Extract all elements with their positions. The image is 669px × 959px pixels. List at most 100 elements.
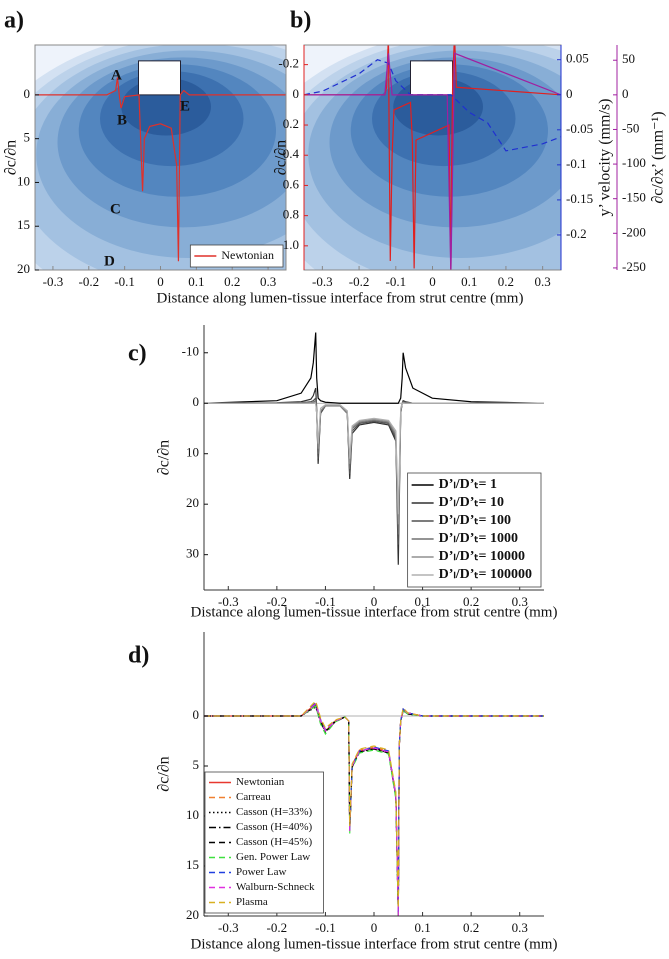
- panel-label: c): [128, 341, 147, 367]
- legend-label: Casson (H=40%): [236, 821, 313, 833]
- legend: Newtonian: [189, 244, 284, 268]
- x-tick-label: -0.3: [312, 274, 333, 289]
- x-tick-label: 0.3: [512, 594, 528, 609]
- legend-label: Casson (H=33%): [236, 806, 313, 818]
- data-line: [304, 45, 561, 270]
- y-tick-label: 20: [17, 261, 30, 276]
- y3-tick-label: -50: [622, 120, 639, 135]
- y3-axis-label: ∂c/∂x’ (mm⁻¹): [650, 111, 667, 203]
- x-tick-label: -0.1: [315, 920, 336, 935]
- x-tick-label: 0.3: [535, 274, 551, 289]
- data-line: [204, 332, 544, 404]
- y-axis-label: ∂c/∂n: [3, 140, 20, 175]
- x-tick-label: 0.2: [224, 274, 240, 289]
- y-axis-label: ∂c/∂n: [156, 440, 173, 475]
- data-line: [35, 77, 286, 262]
- y-tick-label: 20: [186, 495, 199, 510]
- y-tick-label: 0: [193, 394, 200, 409]
- x-tick-label: 0: [429, 274, 436, 289]
- y3-tick-label: -250: [622, 259, 646, 274]
- legend-box: [204, 771, 324, 914]
- data-line: [204, 699, 544, 909]
- legend-label: Gen. Power Law: [236, 851, 310, 863]
- point-annotation: A: [111, 67, 122, 83]
- y-tick-label: 20: [186, 907, 199, 922]
- y-tick-label: 5: [24, 130, 31, 145]
- x-tick-label: 0.3: [512, 920, 528, 935]
- x-axis-label: Distance along lumen-tissue interface fr…: [191, 604, 558, 620]
- x-tick-label: -0.2: [267, 594, 288, 609]
- panel-label: a): [4, 8, 24, 34]
- legend-label: Casson (H=45%): [236, 836, 313, 848]
- y2-tick-label: -0.15: [566, 191, 593, 206]
- x-tick-label: 0.2: [498, 274, 514, 289]
- data-line: [204, 701, 544, 915]
- x-tick-label: -0.3: [43, 274, 64, 289]
- x-tick-label: -0.3: [218, 594, 239, 609]
- legend: D’ₗ/D’ₜ= 1 D’ₗ/D’ₜ= 10 D’ₗ/D’ₜ= 100 D’ₗ/D’ₜ…: [407, 472, 542, 588]
- x-tick-label: 0.1: [414, 594, 430, 609]
- x-tick-label: -0.2: [78, 274, 99, 289]
- y-tick-label: 0.6: [283, 176, 300, 191]
- legend-label: Walburn-Schneck: [236, 881, 315, 893]
- y-tick-label: 0.8: [283, 207, 299, 222]
- legend-box: [189, 244, 284, 268]
- legend-label: Newtonian: [236, 776, 285, 788]
- legend-label: Carreau: [236, 791, 271, 803]
- y3-tick-label: 0: [622, 86, 629, 101]
- y-tick-label: 0: [24, 86, 31, 101]
- legend: Newtonian Carreau Casson (H=33%) Casson (H=…: [204, 771, 324, 914]
- x-tick-label: -0.2: [349, 274, 370, 289]
- legend-label: D’ₗ/D’ₜ= 10000: [439, 549, 525, 564]
- plot-area: [35, 45, 286, 270]
- panel: d) -0.3 -0.2 -0.1 0 0.1 0.2 0.3 0 5 10 15 20 ∂c/∂n Dis…: [128, 632, 557, 952]
- x-axis-label: Distance along lumen-tissue interface fr…: [157, 290, 524, 306]
- y-tick-label: 5: [193, 757, 200, 772]
- y-tick-label: -0.2: [278, 56, 299, 71]
- point-annotation: D: [104, 253, 115, 269]
- y-tick-label: 15: [17, 217, 30, 232]
- strut: [410, 60, 453, 96]
- y2-tick-label: -0.2: [566, 226, 587, 241]
- y2-tick-label: -0.05: [566, 121, 593, 136]
- panel-label: b): [290, 8, 311, 34]
- strut: [138, 60, 181, 96]
- panel-label: d): [128, 643, 149, 669]
- legend-box: [407, 472, 542, 588]
- x-axis-label: Distance along lumen-tissue interface fr…: [191, 936, 558, 952]
- data-line: [304, 52, 561, 270]
- x-tick-label: 0: [157, 274, 164, 289]
- legend-label: Plasma: [236, 896, 268, 908]
- y-axis-label: ∂c/∂n: [156, 756, 173, 791]
- y-tick-label: 0: [193, 707, 200, 722]
- y-tick-label: 0: [293, 86, 300, 101]
- legend-label: D’ₗ/D’ₜ= 100: [439, 513, 511, 528]
- data-line: [204, 402, 544, 515]
- plot-area: [204, 332, 544, 565]
- y3-tick-label: -150: [622, 190, 646, 205]
- y-axis-label: ∂c/∂n: [273, 140, 290, 175]
- y-tick-label: -10: [182, 344, 199, 359]
- legend-label: D’ₗ/D’ₜ= 1: [439, 477, 497, 492]
- data-line: [204, 705, 544, 916]
- panel: c) -0.3 -0.2 -0.1 0 0.1 0.2 0.3 -10 0 10 20 30 ∂c/∂n D…: [128, 325, 557, 620]
- x-tick-label: 0.1: [414, 920, 430, 935]
- x-tick-label: 0.2: [463, 920, 479, 935]
- x-tick-label: -0.2: [267, 920, 288, 935]
- point-annotation: E: [180, 98, 190, 114]
- x-tick-label: -0.1: [114, 274, 135, 289]
- y-tick-label: 1.0: [283, 237, 299, 252]
- point-annotation: B: [117, 112, 127, 128]
- y3-tick-label: -200: [622, 224, 646, 239]
- x-tick-label: 0.1: [461, 274, 477, 289]
- y-tick-label: 0.2: [283, 116, 299, 131]
- x-tick-label: 0: [371, 594, 378, 609]
- y-tick-label: 15: [186, 857, 199, 872]
- x-tick-label: 0.1: [188, 274, 204, 289]
- y-tick-label: 10: [186, 807, 199, 822]
- legend-label: D’ₗ/D’ₜ= 10: [439, 495, 504, 510]
- y2-tick-label: -0.1: [566, 156, 587, 171]
- y2-tick-label: 0: [566, 86, 573, 101]
